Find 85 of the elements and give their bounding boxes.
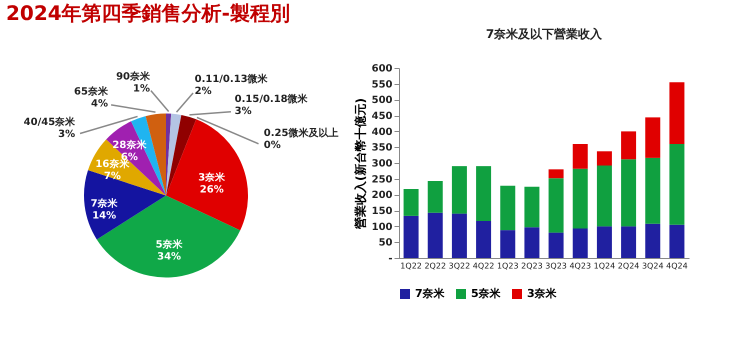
- bar: [548, 178, 564, 233]
- x-tick-label: 3Q22: [448, 262, 470, 270]
- bar: [428, 181, 443, 213]
- pie-slice: [166, 114, 196, 196]
- y-tick-label: 150: [372, 206, 393, 217]
- bar: [500, 230, 516, 258]
- bar: [621, 226, 636, 258]
- bar: [596, 151, 612, 166]
- slice-label: 0.11/0.13微米: [194, 73, 269, 86]
- x-tick-label: 3Q23: [545, 262, 567, 270]
- bar: [524, 186, 540, 228]
- bar: [452, 166, 467, 214]
- bar: [476, 166, 492, 221]
- data-label: 1%: [133, 84, 150, 95]
- bar: [572, 168, 588, 229]
- slice-label: 40/45奈米: [24, 116, 76, 128]
- x-tick-label: 1Q22: [400, 262, 422, 270]
- bar: [452, 214, 467, 258]
- bar: [476, 220, 492, 258]
- chart-title: 7奈米及以下營業收入: [486, 27, 604, 41]
- x-tick-label: 2Q22: [424, 262, 446, 270]
- bar: [572, 144, 588, 169]
- bar: [524, 227, 540, 258]
- pie-slice: [84, 170, 166, 240]
- bar: [404, 216, 419, 258]
- bar: [669, 82, 684, 144]
- y-tick-label: 50: [378, 238, 393, 249]
- bar: [428, 212, 443, 258]
- data-label: 3%: [234, 106, 252, 118]
- slice-label: 3奈米: [198, 171, 226, 184]
- y-tick-label: 550: [372, 79, 393, 90]
- slice-label: 90奈米: [116, 70, 152, 83]
- bar: [621, 131, 636, 160]
- bar: [669, 144, 684, 225]
- data-label: 14%: [92, 210, 116, 222]
- y-tick-label: 450: [372, 111, 393, 122]
- data-label: 26%: [200, 184, 224, 196]
- bar: [621, 159, 636, 226]
- slice-label: 65奈米: [74, 86, 109, 98]
- y-tick-label: 200: [372, 190, 393, 202]
- bar: [548, 169, 564, 178]
- bar: [645, 224, 660, 258]
- legend-label: 7奈米: [415, 287, 446, 300]
- y-tick-label: 250: [372, 174, 393, 186]
- x-tick-label: 1Q24: [594, 262, 616, 270]
- y-tick-label: -: [388, 254, 392, 264]
- bar: [404, 188, 419, 216]
- data-label: 4%: [90, 98, 108, 110]
- bar: [572, 228, 588, 258]
- x-tick-label: 4Q22: [472, 262, 494, 270]
- bar: [500, 186, 516, 230]
- y-tick-label: 500: [372, 95, 393, 106]
- bar: [645, 158, 660, 224]
- slice-label: 5奈米: [156, 238, 184, 251]
- x-tick-label: 1Q23: [496, 262, 519, 270]
- slice-label: 7奈米: [90, 197, 119, 210]
- x-tick-label: 2Q24: [618, 262, 640, 270]
- y-axis-title: 營業收入(新台幣十億元): [354, 98, 368, 229]
- bar: [596, 226, 612, 258]
- text: 0%: [264, 140, 281, 151]
- y-tick-label: 100: [372, 222, 393, 233]
- pie-slice: [166, 119, 248, 230]
- bar: [669, 224, 684, 258]
- y-tick-label: 600: [372, 64, 393, 74]
- legend-label: 3奈米: [527, 287, 558, 300]
- y-tick-label: 300: [372, 158, 393, 170]
- slice-label: 0.15/0.18微米: [234, 93, 309, 106]
- data-label: 2%: [194, 86, 212, 98]
- x-tick-label: 4Q24: [666, 262, 688, 270]
- x-tick-label: 4Q23: [569, 262, 592, 270]
- legend-label: 5奈米: [471, 287, 502, 300]
- category-label: 0.25微米及以上: [264, 128, 338, 139]
- x-tick-label: 2Q23: [521, 262, 543, 270]
- data-label: 7%: [104, 170, 121, 182]
- bar: [548, 232, 564, 258]
- bar: [596, 166, 612, 226]
- y-tick-label: 400: [372, 126, 393, 138]
- y-tick-label: 350: [372, 142, 393, 154]
- x-tick-label: 3Q24: [642, 262, 664, 270]
- pie-slice: [146, 114, 166, 196]
- chart-title: 2024年第四季銷售分析-製程別: [6, 1, 290, 25]
- data-label: 34%: [157, 252, 182, 263]
- pie-slice: [166, 114, 182, 196]
- bar: [645, 117, 660, 158]
- data-label: 3%: [58, 128, 76, 140]
